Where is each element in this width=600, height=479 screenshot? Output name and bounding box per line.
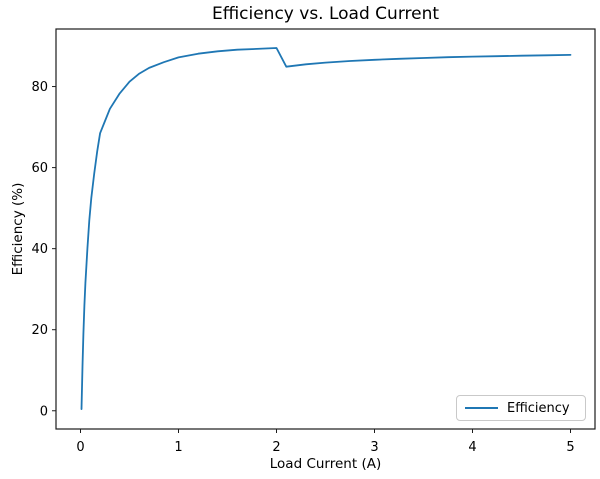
- x-tick-label: 2: [272, 440, 280, 455]
- y-tick-label: 20: [31, 323, 48, 338]
- x-tick-label: 3: [370, 440, 378, 455]
- x-axis-label: Load Current (A): [269, 456, 382, 472]
- chart-title: Efficiency vs. Load Current: [211, 4, 440, 24]
- x-tick-label: 0: [76, 440, 84, 455]
- x-tick-label: 4: [468, 440, 476, 455]
- x-tick-label: 5: [566, 440, 574, 455]
- x-tick-label: 1: [174, 440, 182, 455]
- efficiency-line: [80, 47, 572, 410]
- y-tick-label: 40: [31, 242, 48, 257]
- legend-line-swatch: [465, 407, 498, 409]
- legend-label: Efficiency: [507, 400, 570, 416]
- y-tick-label: 60: [31, 161, 48, 176]
- y-tick-label: 80: [31, 80, 48, 95]
- y-axis-label: Efficiency (%): [10, 182, 26, 276]
- axes-spines: [55, 28, 596, 430]
- legend: Efficiency: [456, 395, 586, 421]
- y-tick-label: 0: [40, 404, 48, 419]
